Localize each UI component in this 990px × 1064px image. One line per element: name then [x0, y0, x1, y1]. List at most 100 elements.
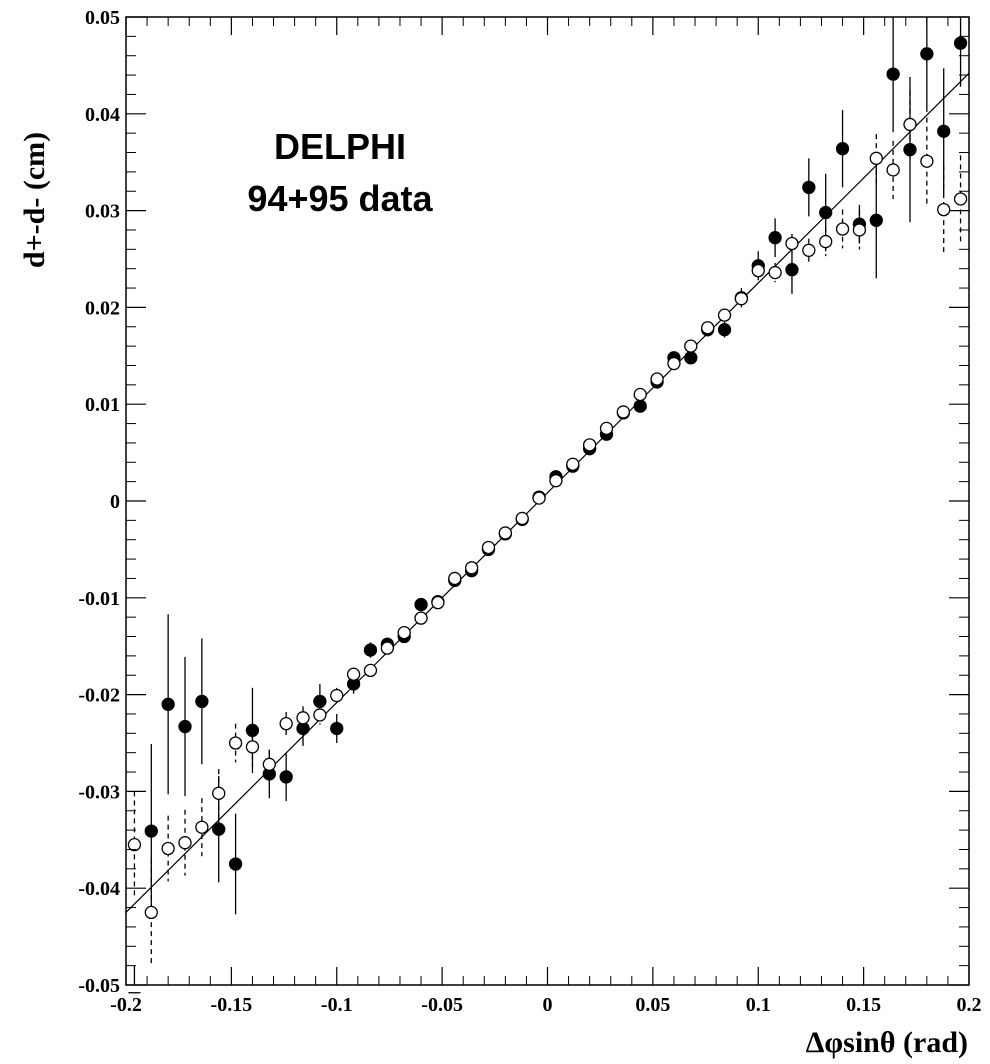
open-data-point: [768, 265, 782, 280]
filled-data-point: [869, 213, 883, 227]
open-data-point: [363, 663, 378, 678]
open-data-point: [313, 708, 327, 722]
open-data-point: [346, 667, 361, 681]
open-data-point: [684, 339, 698, 353]
y-tick-label: -0.04: [78, 878, 120, 900]
y-tick-label: 0: [110, 491, 120, 513]
filled-data-point: [802, 180, 816, 195]
open-data-point: [464, 561, 479, 575]
open-data-point: [380, 641, 394, 655]
open-data-point: [245, 740, 260, 754]
open-data-point: [869, 151, 883, 165]
filled-data-point: [330, 721, 344, 736]
open-data-point: [819, 234, 833, 249]
series-1: [127, 90, 968, 966]
y-tick-label: -0.05: [78, 975, 120, 997]
filled-data-point: [835, 141, 850, 156]
filled-data-point: [178, 719, 192, 734]
open-data-point: [734, 292, 749, 306]
filled-data-point: [920, 47, 934, 61]
filled-data-point: [937, 124, 951, 138]
open-data-point: [852, 223, 867, 237]
open-data-point: [717, 308, 732, 322]
open-data-point: [835, 222, 850, 236]
open-data-point: [633, 387, 647, 402]
filled-data-point: [633, 399, 647, 413]
y-tick-label: 0.03: [85, 201, 120, 223]
open-data-point: [667, 356, 681, 371]
open-data-point: [296, 711, 310, 725]
y-tick-label: 0.01: [85, 394, 120, 416]
filled-data-point: [768, 231, 782, 245]
open-data-point: [397, 625, 411, 640]
open-data-point: [178, 836, 192, 850]
y-tick-label: 0.05: [85, 7, 120, 29]
open-data-point: [583, 438, 597, 452]
x-tick-label: -0.05: [421, 994, 463, 1016]
filled-data-point: [195, 694, 209, 709]
filled-data-point: [717, 323, 732, 337]
open-data-point: [228, 736, 243, 750]
open-data-point: [802, 243, 816, 257]
filled-data-point: [161, 697, 175, 711]
y-axis-title: d+-d- (cm): [18, 132, 51, 268]
open-data-point: [498, 526, 513, 540]
open-data-point: [262, 757, 276, 771]
open-data-point: [616, 405, 631, 419]
y-tick-label: -0.01: [78, 588, 120, 610]
open-data-point: [566, 457, 580, 471]
open-data-point: [599, 421, 614, 436]
filled-data-point: [684, 351, 698, 365]
filled-data-point: [144, 824, 158, 838]
open-data-point: [481, 540, 496, 555]
open-data-point: [937, 202, 951, 217]
x-tick-label: 0: [543, 994, 553, 1016]
x-tick-label: 0.1: [746, 994, 771, 1016]
filled-data-point: [886, 67, 900, 81]
y-tick-label: -0.03: [78, 781, 120, 803]
filled-data-point: [279, 770, 293, 784]
y-tick-label: 0.02: [85, 297, 120, 319]
filled-data-point: [228, 857, 243, 871]
open-data-point: [515, 511, 529, 526]
y-tick-label: 0.04: [85, 104, 120, 126]
x-tick-label: -0.2: [110, 994, 142, 1016]
filled-data-point: [819, 205, 833, 220]
filled-data-point: [414, 597, 428, 612]
open-data-point: [549, 474, 563, 488]
open-data-point: [144, 905, 158, 920]
annotation-line-1: DELPHI: [274, 126, 406, 167]
x-axis-title: Δφsinθ (rad): [806, 1026, 968, 1059]
open-data-point: [127, 837, 142, 852]
x-tick-label: 0.2: [957, 994, 982, 1016]
open-data-point: [431, 595, 445, 610]
open-data-point: [785, 236, 799, 251]
x-tick-label: 0.15: [846, 994, 881, 1016]
filled-data-point: [212, 822, 226, 836]
x-tick-label: -0.15: [211, 994, 253, 1016]
y-tick-label: -0.02: [78, 685, 120, 707]
open-data-point: [448, 571, 462, 586]
series-0: [128, 17, 968, 994]
open-data-point: [701, 321, 715, 335]
x-tick-label: -0.1: [321, 994, 353, 1016]
filled-data-point: [785, 262, 799, 277]
x-tick-label: 0.05: [635, 994, 670, 1016]
open-data-point: [414, 611, 428, 625]
open-data-point: [751, 263, 765, 278]
open-data-point: [650, 372, 664, 386]
open-data-point: [920, 154, 934, 168]
open-data-point: [212, 786, 226, 800]
annotation-line-2: 94+95 data: [247, 178, 433, 219]
open-data-point: [886, 163, 900, 177]
open-data-point: [953, 192, 968, 206]
open-data-point: [279, 716, 293, 731]
filled-data-point: [363, 643, 378, 657]
filled-data-point: [953, 36, 968, 50]
open-data-point: [161, 841, 175, 856]
open-data-point: [330, 688, 344, 703]
open-data-point: [532, 491, 546, 505]
open-data-point: [903, 117, 917, 132]
open-data-point: [195, 820, 209, 834]
